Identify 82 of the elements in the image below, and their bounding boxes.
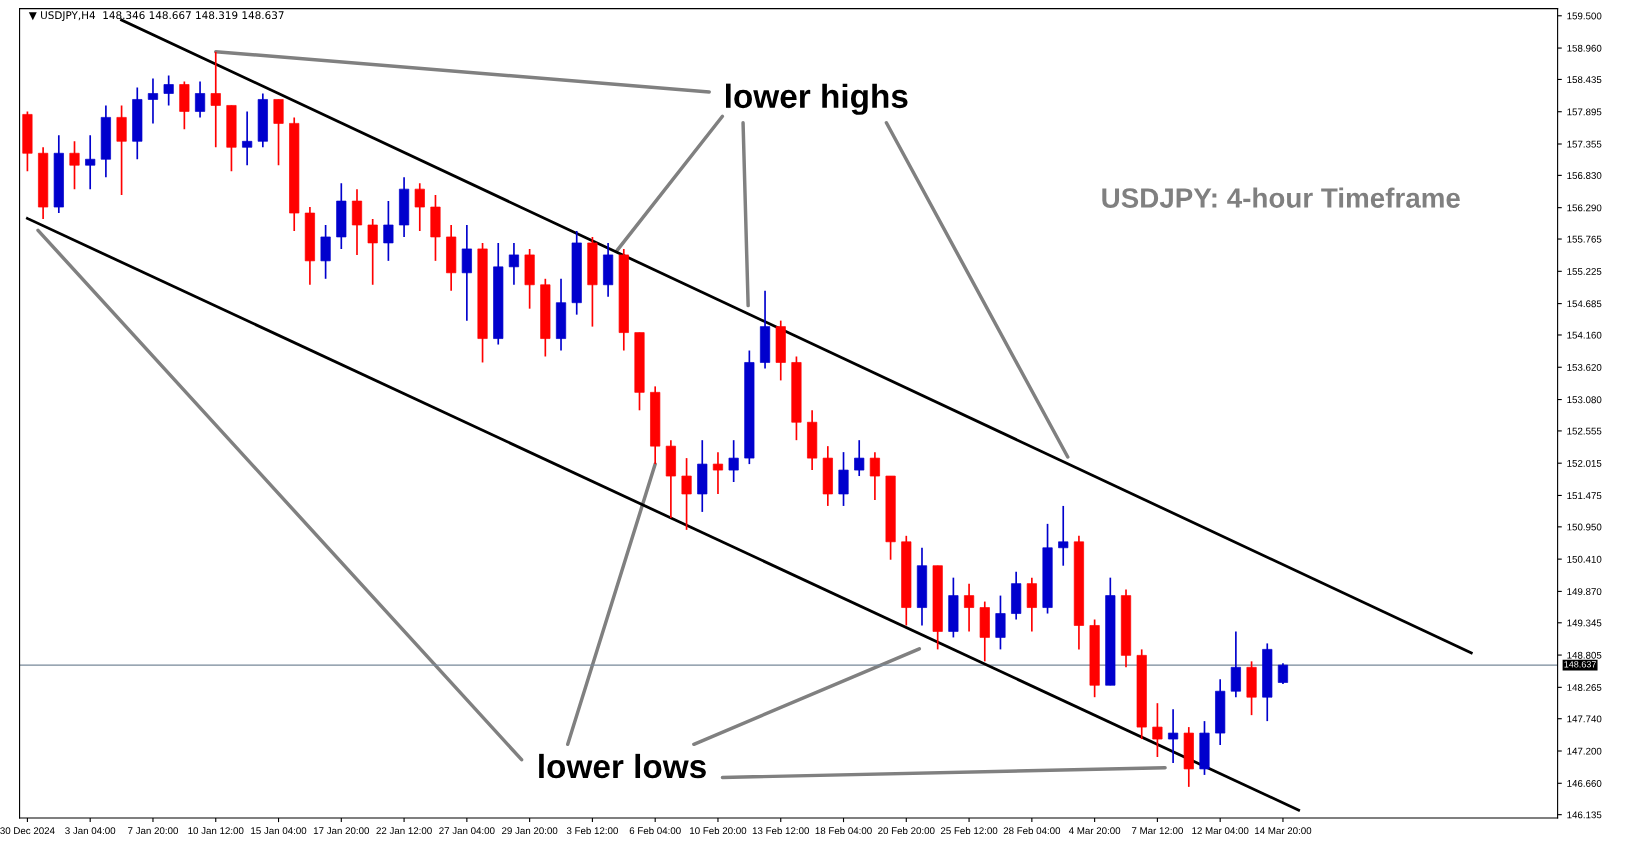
candlestick <box>195 80 206 119</box>
y-tick-label: 149.870 <box>1567 588 1602 596</box>
y-tick-label: 154.160 <box>1567 331 1602 339</box>
x-tick-label: 7 Jan 20:00 <box>128 827 178 835</box>
candlestick <box>728 439 739 483</box>
candlestick <box>964 582 975 633</box>
y-tick-label: 147.200 <box>1567 747 1602 755</box>
candlestick <box>414 182 425 232</box>
x-tick-label: 13 Feb 12:00 <box>752 826 810 835</box>
y-tick-label: 156.290 <box>1567 204 1602 212</box>
candlestick <box>273 98 284 167</box>
candlestick <box>461 224 472 322</box>
y-tick-label: 148.805 <box>1567 651 1602 659</box>
candlestick <box>1152 702 1163 758</box>
y-tick-label: 159.500 <box>1567 12 1602 20</box>
y-tick-label: 150.950 <box>1567 523 1602 531</box>
annotation: lower lows <box>539 753 706 779</box>
x-tick-label: 3 Jan 04:00 <box>65 827 116 835</box>
candlestick <box>1230 630 1241 699</box>
annotation: USDJPY: 4-hour Timeframe <box>1102 187 1460 208</box>
x-tick-label: 18 Feb 04:00 <box>815 826 872 835</box>
annotation: lower highs <box>726 83 908 115</box>
candlestick <box>163 74 174 107</box>
y-tick-label: 153.620 <box>1567 363 1602 371</box>
x-tick-label: 6 Feb 04:00 <box>629 826 681 835</box>
y-tick-label: 154.685 <box>1567 300 1602 308</box>
candlestick <box>367 218 378 286</box>
x-tick-label: 25 Feb 12:00 <box>940 826 998 835</box>
x-tick-label: 3 Feb 12:00 <box>566 826 618 835</box>
x-tick-label: 7 Mar 12:00 <box>1131 827 1183 835</box>
y-tick-label: 152.015 <box>1567 459 1602 467</box>
candlestick <box>351 188 363 256</box>
y-tick-label: 152.555 <box>1567 427 1602 435</box>
y-tick-label: 146.660 <box>1567 780 1602 787</box>
candlestick <box>116 104 127 196</box>
y-tick-label: 155.225 <box>1567 268 1602 275</box>
candlestick <box>995 594 1006 651</box>
chart-title: ▼ USDJPY,H4 148.346 148.667 148.319 148.637 <box>28 11 284 22</box>
y-tick-label: 147.740 <box>1567 715 1602 723</box>
x-tick-label: 29 Jan 20:00 <box>502 827 558 835</box>
y-tick-label: 146.135 <box>1567 811 1602 819</box>
candlestick <box>320 224 331 280</box>
ref-line-label: 148.637 <box>1564 661 1596 668</box>
candlestick <box>508 242 519 286</box>
candlestick <box>1026 576 1037 633</box>
y-tick-label: 151.475 <box>1567 492 1602 500</box>
candlestick <box>681 457 692 531</box>
x-tick-label: 22 Jan 12:00 <box>376 827 432 835</box>
y-tick-label: 157.355 <box>1567 140 1602 148</box>
candlestick <box>1277 662 1289 685</box>
candlestick <box>242 110 253 167</box>
candlestick <box>854 439 865 477</box>
x-tick-label: 28 Feb 04:00 <box>1003 826 1061 835</box>
y-tick-label: 150.410 <box>1567 555 1602 563</box>
candlestick <box>69 140 80 190</box>
candlestick <box>210 50 221 149</box>
candlestick <box>1168 708 1179 764</box>
y-tick-label: 158.435 <box>1567 76 1602 84</box>
y-tick-label: 157.895 <box>1567 108 1602 116</box>
x-tick-label: 14 Mar 20:00 <box>1255 827 1312 835</box>
x-tick-label: 12 Mar 04:00 <box>1192 827 1249 835</box>
candlestick <box>869 451 880 501</box>
y-tick-label: 148.265 <box>1567 684 1602 691</box>
x-tick-label: 10 Jan 12:00 <box>188 827 244 835</box>
candlestick <box>147 77 159 125</box>
candlestick <box>1058 505 1069 567</box>
x-tick-label: 20 Feb 20:00 <box>878 826 935 835</box>
y-tick-label: 156.830 <box>1567 172 1602 179</box>
y-tick-label: 153.080 <box>1567 396 1602 404</box>
x-tick-label: 27 Jan 04:00 <box>439 827 495 835</box>
candlestick <box>838 451 849 507</box>
candlestick <box>712 451 724 495</box>
y-tick-label: 158.960 <box>1567 44 1602 52</box>
x-tick-label: 30 Dec 2024 <box>0 827 55 835</box>
x-tick-label: 4 Mar 20:00 <box>1068 827 1121 835</box>
candlestick <box>85 134 96 190</box>
x-tick-label: 17 Jan 20:00 <box>313 827 370 835</box>
x-tick-label: 15 Jan 04:00 <box>251 827 307 835</box>
x-tick-label: 10 Feb 20:00 <box>690 826 747 835</box>
y-tick-label: 149.345 <box>1567 619 1602 627</box>
y-tick-label: 155.765 <box>1567 235 1602 243</box>
candlestick <box>383 200 394 262</box>
